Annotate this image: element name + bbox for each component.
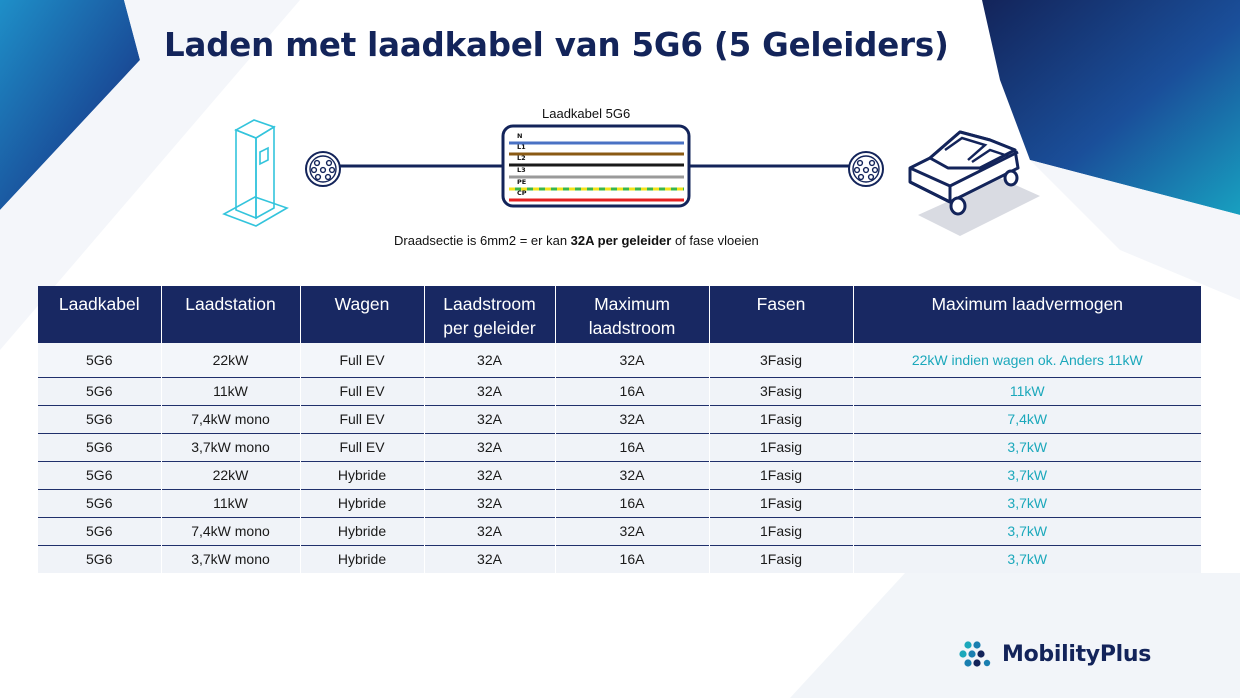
note-bold: 32A per geleider [570,233,672,248]
wire-label-l3: L3 [517,166,526,174]
table-cell: 5G6 [38,405,162,433]
table-row: 5G6 11kW Full EV 32A 16A 3Fasig 11kW [38,377,1201,405]
cable-diagram [222,119,1040,236]
page-title: Laden met laadkabel van 5G6 (5 Geleiders… [164,26,949,64]
wire-label-cp: CP [517,189,527,197]
table-cell: 22kW indien wagen ok. Anders 11kW [853,343,1201,377]
table-cell: 1Fasig [709,405,854,433]
table-cell: 16A [555,433,710,461]
table-cell: 3Fasig [709,343,854,377]
car-icon [908,130,1040,236]
table-cell: Hybride [300,517,425,545]
table-cell: 32A [555,517,710,545]
table-cell: 7,4kW [853,405,1201,433]
table-cell: 3,7kW [853,461,1201,489]
table-cell: Full EV [300,405,425,433]
table-cell: 32A [424,545,556,573]
note-suffix: of fase vloeien [671,233,759,248]
table-cell: 16A [555,545,710,573]
logo-text: MobilityPlus [1002,641,1152,667]
table-cell: 3,7kW mono [161,545,301,573]
table-cell: Full EV [300,343,425,377]
table-cell: 3,7kW [853,433,1201,461]
table-cell: 1Fasig [709,433,854,461]
table-cell: 1Fasig [709,461,854,489]
table-cell: Full EV [300,433,425,461]
table-cell: 5G6 [38,545,162,573]
table-row: 5G6 3,7kW mono Full EV 32A 16A 1Fasig 3,7kW [38,433,1201,461]
table-cell: Full EV [300,377,425,405]
table-cell: 3Fasig [709,377,854,405]
table-row: 5G6 7,4kW mono Full EV 32A 32A 1Fasig 7,4kW [38,405,1201,433]
type2-plug-right-icon [848,151,884,187]
table-cell: 22kW [161,343,301,377]
table-cell: 16A [555,377,710,405]
note-prefix: Draadsectie is 6mm2 = er kan [394,233,571,248]
table-row: 5G6 22kW Hybride 32A 32A 1Fasig 3,7kW [38,461,1201,489]
table-cell: 32A [424,343,556,377]
table-cell: 32A [424,517,556,545]
wire-label-l2: L2 [517,154,526,162]
cable-label: Laadkabel 5G6 [542,106,631,121]
table-body: 5G6 22kW Full EV 32A 32A 3Fasig 22kW indien wa… [38,343,1201,573]
wire-lines [509,141,684,202]
column-header: Laadstation [161,286,301,343]
table-cell: 32A [424,461,556,489]
table-cell: Hybride [300,461,425,489]
type2-plug-left-icon [305,151,341,187]
wire-label-l1: L1 [517,143,526,151]
table-row: 5G6 11kW Hybride 32A 16A 1Fasig 3,7kW [38,489,1201,517]
table-cell: 5G6 [38,343,162,377]
table-cell: Hybride [300,489,425,517]
table-cell: 5G6 [38,433,162,461]
table-cell: 22kW [161,461,301,489]
column-header: Maximum laadvermogen [853,286,1201,343]
charging-table: Laadkabel Laadstation Wagen Laadstroom per g… [38,286,1201,573]
table-cell: 32A [555,343,710,377]
column-header: Wagen [300,286,425,343]
table-cell: 16A [555,489,710,517]
wire-label-pe: PE [517,178,527,186]
table-cell: 32A [424,405,556,433]
table-cell: 7,4kW mono [161,517,301,545]
table-cell: 3,7kW mono [161,433,301,461]
table-cell: 32A [555,405,710,433]
table-cell: 32A [424,433,556,461]
mobilityplus-logo: MobilityPlus [958,640,1151,668]
table-cell: 5G6 [38,461,162,489]
table-header-row: Laadkabel Laadstation Wagen Laadstroom per g… [38,286,1201,343]
charging-station-icon [222,119,289,227]
table-cell: 11kW [161,489,301,517]
table-cell: 11kW [161,377,301,405]
table-cell: Hybride [300,545,425,573]
table-cell: 32A [424,377,556,405]
table-row: 5G6 3,7kW mono Hybride 32A 16A 1Fasig 3,7kW [38,545,1201,573]
table-cell: 3,7kW [853,489,1201,517]
table-row: 5G6 22kW Full EV 32A 32A 3Fasig 22kW indien wa… [38,343,1201,377]
table-cell: 3,7kW [853,517,1201,545]
column-header: Laadkabel [38,286,162,343]
table-cell: 1Fasig [709,545,854,573]
table-cell: 32A [424,489,556,517]
table-row: 5G6 7,4kW mono Hybride 32A 32A 1Fasig 3,7kW [38,517,1201,545]
logo-dots-icon [959,641,991,667]
column-header: Laadstroom per geleider [424,286,556,343]
table-cell: 5G6 [38,377,162,405]
table-cell: 5G6 [38,489,162,517]
table-cell: 3,7kW [853,545,1201,573]
table-cell: 11kW [853,377,1201,405]
section-note: Draadsectie is 6mm2 = er kan 32A per gel… [394,233,759,248]
wire-label-n: N [517,132,523,140]
column-header: Maximum laadstroom [555,286,710,343]
column-header: Fasen [709,286,854,343]
table-cell: 32A [555,461,710,489]
table-cell: 7,4kW mono [161,405,301,433]
table-cell: 5G6 [38,517,162,545]
table-cell: 1Fasig [709,517,854,545]
table-cell: 1Fasig [709,489,854,517]
